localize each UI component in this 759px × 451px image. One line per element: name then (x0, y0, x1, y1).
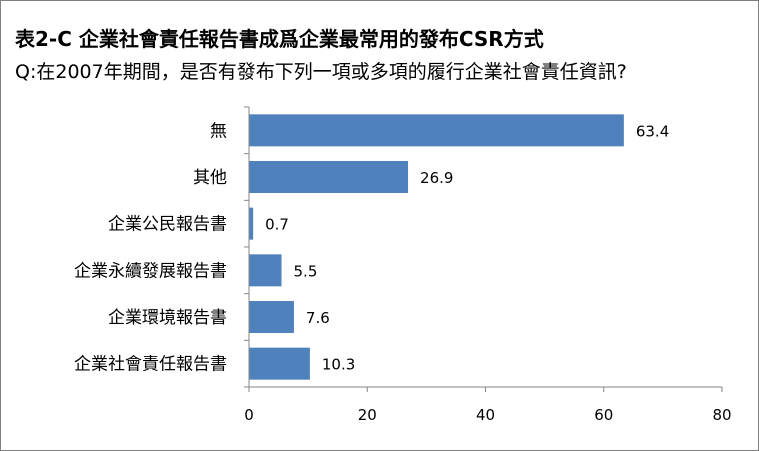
category-label-2: 其他 (193, 168, 227, 188)
data-label-1: 63.4 (636, 122, 669, 140)
x-tick-label-20: 20 (358, 406, 377, 424)
bar-3 (249, 207, 254, 240)
chart-subtitle: Q:在2007年期間，是否有發布下列一項或多項的履行企業社會責任資訊? (15, 61, 627, 83)
bars-group (249, 114, 624, 380)
category-label-5: 企業環境報告書 (108, 308, 227, 328)
x-tick-label-60: 60 (594, 406, 613, 424)
category-label-4: 企業永續發展報告書 (74, 261, 227, 281)
data-label-6: 10.3 (322, 356, 355, 374)
bar-6 (249, 347, 310, 380)
data-labels: 63.4 26.9 0.7 5.5 7.6 10.3 (265, 122, 669, 373)
x-tick-label-40: 40 (476, 406, 495, 424)
data-label-5: 7.6 (306, 309, 330, 327)
category-label-6: 企業社會責任報告書 (74, 355, 227, 375)
data-label-2: 26.9 (420, 169, 453, 187)
x-tick-label-0: 0 (244, 406, 254, 424)
bar-4 (249, 254, 282, 287)
bar-2 (249, 161, 409, 193)
bar-5 (249, 301, 294, 333)
category-label-1: 無 (210, 121, 227, 141)
x-tick-label-80: 80 (712, 406, 731, 424)
chart-title: 表2-C 企業社會責任報告書成爲企業最常用的發布CSR方式 (15, 27, 544, 51)
data-label-4: 5.5 (294, 262, 318, 280)
axes-group: 0 20 40 60 80 (244, 106, 732, 424)
bar-1 (249, 114, 624, 147)
category-label-3: 企業公民報告書 (108, 215, 227, 235)
data-label-3: 0.7 (265, 216, 289, 234)
